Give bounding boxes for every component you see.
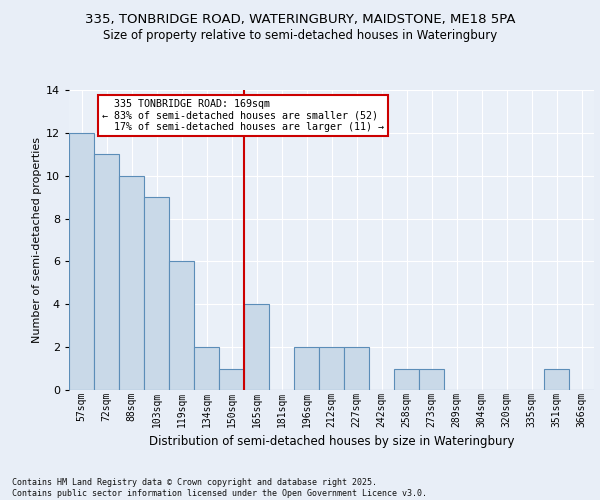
Bar xyxy=(394,368,419,390)
Bar xyxy=(319,347,344,390)
Bar xyxy=(169,262,194,390)
Bar xyxy=(344,347,369,390)
X-axis label: Distribution of semi-detached houses by size in Wateringbury: Distribution of semi-detached houses by … xyxy=(149,435,514,448)
Y-axis label: Number of semi-detached properties: Number of semi-detached properties xyxy=(32,137,41,343)
Bar xyxy=(419,368,444,390)
Text: 335, TONBRIDGE ROAD, WATERINGBURY, MAIDSTONE, ME18 5PA: 335, TONBRIDGE ROAD, WATERINGBURY, MAIDS… xyxy=(85,12,515,26)
Bar xyxy=(219,368,244,390)
Bar xyxy=(294,347,319,390)
Bar xyxy=(94,154,119,390)
Bar xyxy=(194,347,219,390)
Bar xyxy=(69,133,94,390)
Text: Size of property relative to semi-detached houses in Wateringbury: Size of property relative to semi-detach… xyxy=(103,29,497,42)
Text: 335 TONBRIDGE ROAD: 169sqm
← 83% of semi-detached houses are smaller (52)
  17% : 335 TONBRIDGE ROAD: 169sqm ← 83% of semi… xyxy=(101,98,383,132)
Bar xyxy=(544,368,569,390)
Bar xyxy=(244,304,269,390)
Bar xyxy=(144,197,169,390)
Bar xyxy=(119,176,144,390)
Text: Contains HM Land Registry data © Crown copyright and database right 2025.
Contai: Contains HM Land Registry data © Crown c… xyxy=(12,478,427,498)
